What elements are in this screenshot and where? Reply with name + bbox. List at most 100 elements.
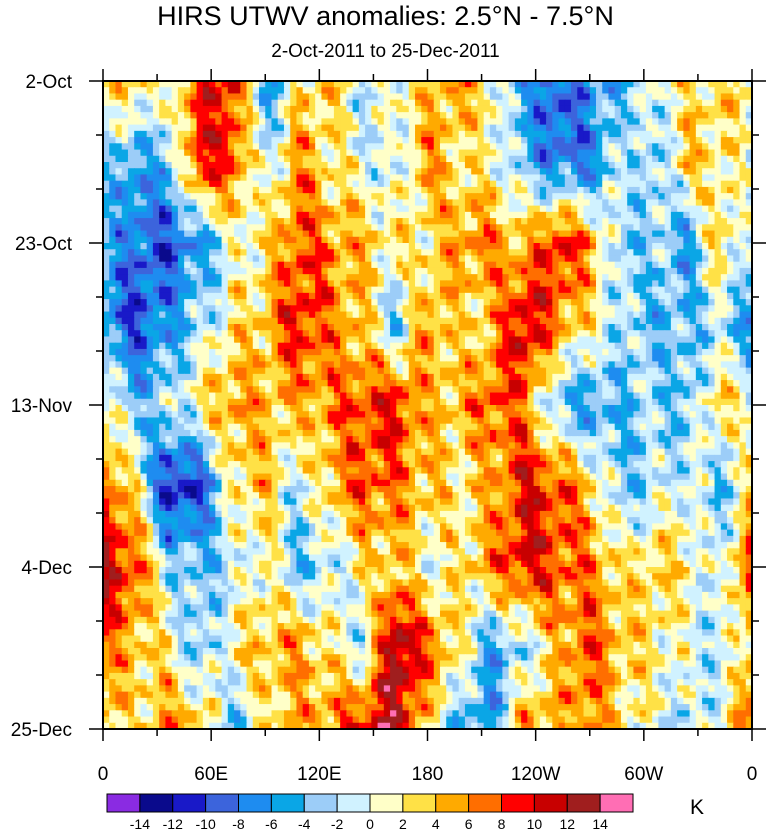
- field-cell: [508, 105, 516, 113]
- field-cell: [739, 280, 747, 288]
- field-cell: [103, 199, 110, 207]
- field-cell: [383, 286, 391, 294]
- field-cell: [296, 286, 304, 294]
- field-cell: [209, 299, 216, 306]
- field-cell: [165, 317, 173, 325]
- field-cell: [165, 186, 173, 194]
- field-cell: [408, 311, 416, 319]
- field-cell: [733, 317, 741, 325]
- field-cell: [452, 174, 460, 182]
- field-cell: [415, 81, 422, 88]
- field-cell: [159, 118, 166, 126]
- field-cell: [227, 336, 235, 344]
- field-cell: [683, 137, 691, 144]
- field-cell: [483, 317, 491, 325]
- field-cell: [464, 280, 472, 288]
- field-cell: [564, 124, 572, 132]
- field-cell: [633, 261, 641, 269]
- field-cell: [546, 330, 553, 338]
- field-cell: [371, 243, 379, 250]
- field-cell: [146, 218, 154, 225]
- field-cell: [458, 99, 466, 107]
- field-cell: [708, 137, 716, 144]
- field-cell: [558, 93, 566, 101]
- field-cell: [246, 130, 254, 138]
- field-cell: [296, 236, 304, 244]
- field-cell: [134, 236, 142, 244]
- field-cell: [639, 342, 647, 350]
- field-cell: [745, 193, 752, 200]
- field-cell: [171, 261, 179, 269]
- field-cell: [115, 137, 123, 144]
- field-cell: [134, 311, 142, 319]
- field-cell: [439, 143, 447, 151]
- field-cell: [421, 149, 429, 157]
- field-cell: [165, 330, 173, 338]
- field-cell: [421, 317, 429, 325]
- field-cell: [577, 236, 585, 244]
- field-cell: [427, 261, 435, 269]
- field-cell: [702, 373, 709, 381]
- field-cell: [664, 218, 672, 225]
- field-cell: [477, 274, 485, 281]
- field-cell: [103, 186, 110, 194]
- field-cell: [502, 243, 510, 250]
- field-cell: [177, 87, 185, 95]
- field-cell: [608, 255, 616, 263]
- field-cell: [408, 342, 416, 350]
- field-cell: [358, 118, 366, 126]
- field-cell: [439, 330, 447, 338]
- field-cell: [171, 342, 179, 350]
- field-cell: [633, 249, 641, 257]
- field-cell: [483, 193, 491, 200]
- field-cell: [240, 87, 248, 95]
- field-cell: [227, 305, 235, 313]
- field-cell: [702, 137, 709, 144]
- field-cell: [352, 255, 360, 263]
- field-cell: [109, 93, 117, 101]
- field-cell: [627, 162, 635, 169]
- field-cell: [620, 162, 628, 169]
- field-cell: [677, 348, 684, 356]
- field-cell: [383, 255, 391, 263]
- field-cell: [602, 124, 610, 132]
- field-cell: [583, 149, 591, 157]
- field-cell: [202, 93, 210, 101]
- field-cell: [408, 168, 416, 176]
- field-cell: [134, 118, 142, 126]
- field-cell: [252, 305, 260, 313]
- field-cell: [265, 186, 273, 194]
- field-cell: [633, 149, 641, 157]
- field-cell: [383, 193, 391, 200]
- field-cell: [265, 112, 273, 119]
- field-cell: [477, 292, 485, 300]
- field-cell: [496, 124, 503, 132]
- field-cell: [346, 373, 354, 381]
- field-cell: [246, 162, 254, 169]
- field-cell: [352, 324, 360, 331]
- field-cell: [127, 162, 135, 169]
- field-cell: [689, 348, 697, 356]
- field-cell: [221, 243, 229, 250]
- field-cell: [340, 162, 347, 169]
- field-cell: [720, 255, 728, 263]
- field-cell: [608, 149, 616, 157]
- field-cell: [202, 355, 210, 362]
- field-cell: [439, 267, 447, 275]
- field-cell: [464, 261, 472, 269]
- field-cell: [677, 105, 684, 113]
- field-cell: [689, 274, 697, 281]
- field-cell: [171, 255, 179, 263]
- field-cell: [496, 330, 503, 338]
- field-cell: [714, 236, 722, 244]
- field-cell: [639, 243, 647, 250]
- field-cell: [677, 280, 684, 288]
- field-cell: [283, 112, 291, 119]
- field-cell: [358, 186, 366, 194]
- field-cell: [558, 261, 566, 269]
- field-cell: [246, 317, 254, 325]
- field-cell: [415, 230, 422, 238]
- field-cell: [227, 355, 235, 362]
- field-cell: [502, 348, 510, 356]
- field-cell: [595, 292, 603, 300]
